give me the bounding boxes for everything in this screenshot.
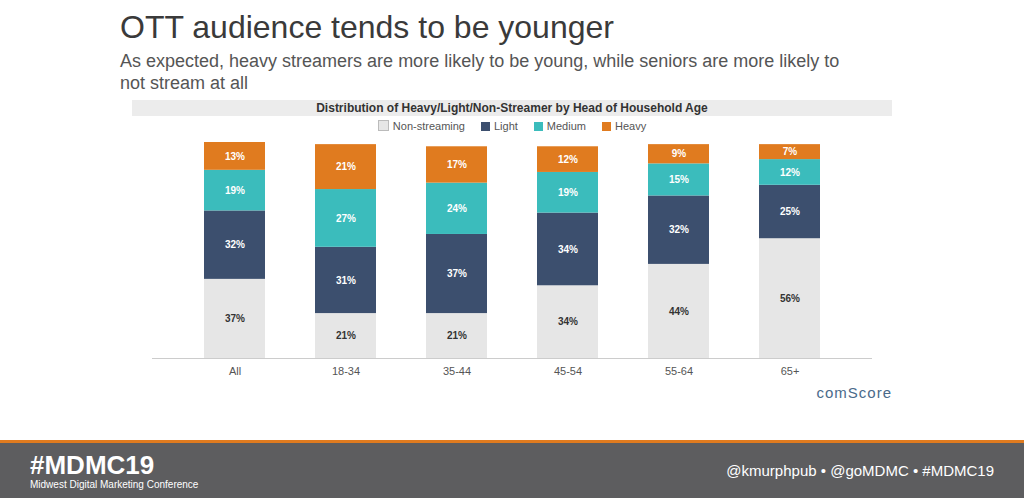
svg-text:19%: 19% [558, 187, 578, 198]
html-text:comScore: comScore [816, 384, 892, 401]
svg-text:55-64: 55-64 [665, 365, 693, 377]
svg-text:56%: 56% [780, 293, 800, 304]
svg-text:13%: 13% [225, 151, 245, 162]
svg-text:32%: 32% [225, 239, 245, 250]
svg-text:9%: 9% [672, 148, 687, 159]
svg-text:45-54: 45-54 [554, 365, 582, 377]
html-text:#MDMC19: #MDMC19 [30, 449, 155, 480]
svg-text:32%: 32% [669, 224, 689, 235]
svg-text:34%: 34% [558, 244, 578, 255]
svg-text:18-34: 18-34 [332, 365, 360, 377]
html-text:Midwest Digital Marketing Conf: Midwest Digital Marketing Conference [30, 478, 199, 490]
svg-text:35-44: 35-44 [443, 365, 471, 377]
svg-text:12%: 12% [780, 167, 800, 178]
svg-text:34%: 34% [558, 316, 578, 327]
svg-text:25%: 25% [780, 206, 800, 217]
svg-text:37%: 37% [447, 268, 467, 279]
html-text:@kmurphpub • @goMDMC • #MDMC19: @kmurphpub • @goMDMC • #MDMC19 [726, 462, 994, 479]
svg-text:19%: 19% [225, 185, 245, 196]
html-text:Heavy: Heavy [615, 120, 647, 132]
svg-text:37%: 37% [225, 313, 245, 324]
html-text:OTT audience tends to be young: OTT audience tends to be younger [120, 9, 614, 45]
svg-text:21%: 21% [447, 330, 467, 341]
svg-text:65+: 65+ [781, 365, 800, 377]
html-text:Medium: Medium [546, 120, 586, 132]
svg-text:7%: 7% [783, 146, 798, 157]
svg-text:31%: 31% [336, 275, 356, 286]
svg-text:15%: 15% [669, 174, 689, 185]
svg-text:17%: 17% [447, 159, 467, 170]
html-text:Distribution of Heavy/Light/No: Distribution of Heavy/Light/Non-Streamer… [316, 101, 708, 115]
svg-text:12%: 12% [558, 154, 578, 165]
svg-text:21%: 21% [336, 330, 356, 341]
svg-text:44%: 44% [669, 306, 689, 317]
svg-text:27%: 27% [336, 213, 356, 224]
svg-text:All: All [229, 365, 241, 377]
svg-text:24%: 24% [447, 203, 467, 214]
html-text:As expected, heavy streamers a: As expected, heavy streamers are more li… [120, 51, 840, 93]
svg-text:21%: 21% [336, 161, 356, 172]
html-text:Light: Light [494, 120, 518, 132]
html-text:Non-streaming: Non-streaming [392, 120, 465, 132]
